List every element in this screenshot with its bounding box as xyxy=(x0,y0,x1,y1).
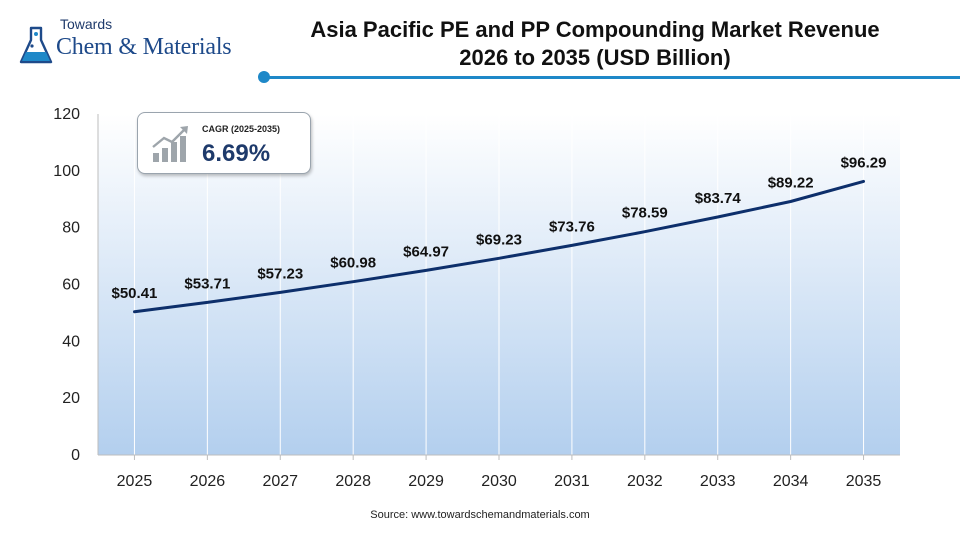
x-tick-label-2032: 2032 xyxy=(627,473,663,490)
source-note: Source: www.towardschemandmaterials.com xyxy=(370,509,590,521)
title-underline-dot xyxy=(258,71,270,83)
flask-icon xyxy=(19,26,53,64)
x-tick-label-2033: 2033 xyxy=(700,473,736,490)
gridlines xyxy=(133,114,865,455)
data-label-2027: $57.23 xyxy=(257,265,303,282)
data-label-2031: $73.76 xyxy=(549,218,595,235)
x-tick-label-2030: 2030 xyxy=(481,473,517,490)
x-tick-label-2027: 2027 xyxy=(262,473,298,490)
data-label-2034: $89.22 xyxy=(768,174,814,191)
title-underline xyxy=(258,70,960,84)
y-tick-label-80: 80 xyxy=(62,220,80,237)
data-label-2025: $50.41 xyxy=(112,285,158,302)
data-label-2030: $69.23 xyxy=(476,231,522,248)
x-tick-label-2031: 2031 xyxy=(554,473,590,490)
series-line-layer xyxy=(133,179,865,314)
x-tick-label-2028: 2028 xyxy=(335,473,371,490)
series-line xyxy=(133,179,865,314)
logo-towards-text: Towards xyxy=(60,16,113,32)
data-label-2026: $53.71 xyxy=(184,275,230,292)
chart-title: Asia Pacific PE and PP Compounding Marke… xyxy=(270,16,920,72)
cagr-value: 6.69% xyxy=(202,140,271,167)
chart-title-line-2: 2026 to 2035 (USD Billion) xyxy=(459,45,731,70)
x-tick-label-2025: 2025 xyxy=(117,473,153,490)
data-label-2033: $83.74 xyxy=(695,190,742,207)
y-tick-label-100: 100 xyxy=(53,163,80,180)
data-label-2029: $64.97 xyxy=(403,243,449,260)
y-tick-label-20: 20 xyxy=(62,390,80,407)
axes: 0 20 40 60 80 100 120 2025 2026 2027 2028 2029 2030 2… xyxy=(53,106,900,490)
data-label-2035: $96.29 xyxy=(841,154,887,171)
y-tick-label-40: 40 xyxy=(62,333,80,350)
chart-title-line-1: Asia Pacific PE and PP Compounding Marke… xyxy=(310,17,880,42)
y-tick-label-120: 120 xyxy=(53,106,80,123)
logo-brand-text: Chem & Materials xyxy=(56,34,232,60)
logo: Towards Chem & Materials xyxy=(14,10,254,66)
cagr-label: CAGR (2025-2035) xyxy=(202,124,281,134)
x-tick-label-2029: 2029 xyxy=(408,473,444,490)
data-label-2032: $78.59 xyxy=(622,205,668,222)
data-label-2028: $60.98 xyxy=(330,255,376,272)
y-tick-label-0: 0 xyxy=(71,447,80,464)
title-underline-bar xyxy=(268,76,960,79)
x-tick-label-2034: 2034 xyxy=(773,473,809,490)
y-tick-label-60: 60 xyxy=(62,277,80,294)
x-tick-label-2035: 2035 xyxy=(846,473,882,490)
growth-chart-icon xyxy=(152,126,188,162)
data-labels: $50.41 $53.71 $57.23 $60.98 $64.97 $69.23 $73.… xyxy=(112,154,887,301)
x-tick-label-2026: 2026 xyxy=(190,473,226,490)
cagr-box: CAGR (2025-2035) 6.69% xyxy=(137,112,311,174)
